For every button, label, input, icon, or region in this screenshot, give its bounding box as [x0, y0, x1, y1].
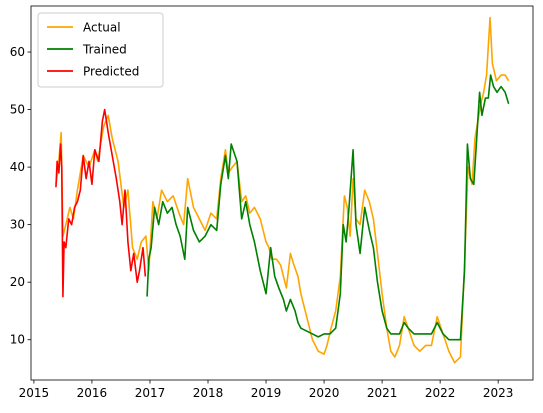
- axes: 2015 2016 2017 2018 2019 2020 2021 2022 2023 10 20…: [10, 5, 534, 400]
- series-line-predicted: [55, 108, 147, 298]
- x-tick-label: 2019: [251, 386, 282, 400]
- y-tick-label: 20: [10, 275, 25, 289]
- x-tick-label: 2018: [193, 386, 224, 400]
- y-tick-label: 50: [10, 103, 25, 117]
- series-line-actual: [55, 16, 510, 364]
- x-tick-label: 2022: [425, 386, 456, 400]
- x-tick-label: 2023: [483, 386, 514, 400]
- y-tick-label: 60: [10, 45, 25, 59]
- axes-frame: [30, 5, 534, 381]
- legend: Actual Trained Predicted: [37, 12, 164, 88]
- series-line-trained: [146, 74, 510, 341]
- x-tick-label: 2016: [77, 386, 108, 400]
- x-tick-label: 2015: [19, 386, 50, 400]
- x-tick-label: 2020: [309, 386, 340, 400]
- legend-label-predicted: Predicted: [83, 65, 139, 79]
- y-tick-label: 40: [10, 160, 25, 174]
- x-tick-label: 2017: [135, 386, 166, 400]
- legend-label-actual: Actual: [83, 21, 121, 35]
- legend-label-trained: Trained: [82, 43, 127, 57]
- y-tick-label: 10: [10, 333, 25, 347]
- y-tick-label: 30: [10, 218, 25, 232]
- legend-box: [37, 12, 164, 88]
- x-tick-label: 2021: [367, 386, 398, 400]
- plot-area: [55, 16, 510, 364]
